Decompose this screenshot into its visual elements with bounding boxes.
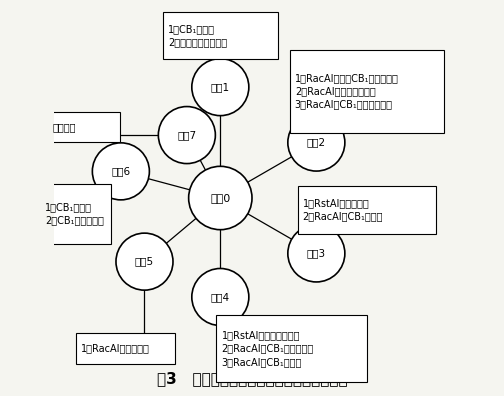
Text: 状态0: 状态0 [210, 193, 230, 203]
Text: 1：RacAI信息丢失。: 1：RacAI信息丢失。 [81, 343, 150, 354]
Circle shape [188, 166, 252, 230]
Text: 1：CB₁误动；
2：两保护信息丢失。: 1：CB₁误动； 2：两保护信息丢失。 [168, 24, 227, 47]
Circle shape [192, 268, 249, 326]
FancyBboxPatch shape [76, 333, 175, 364]
Text: 1：RacAI误动，CB₁信息丢失；
2：RacAI信息传输错误；
3：RacAI，CB₁两信息丢失。: 1：RacAI误动，CB₁信息丢失； 2：RacAI信息传输错误； 3：RacA… [295, 73, 399, 109]
Text: 状态5: 状态5 [135, 257, 154, 267]
Text: 状态2: 状态2 [307, 137, 326, 148]
Text: 状态1: 状态1 [211, 82, 230, 92]
Circle shape [158, 107, 215, 164]
Text: 1：RstAI信息丢失；
2：RacAI、CB₁误动。: 1：RstAI信息丢失； 2：RacAI、CB₁误动。 [303, 198, 383, 221]
Text: 图3   保护信息和断路器信息之间的制约关系: 图3 保护信息和断路器信息之间的制约关系 [157, 371, 347, 386]
Text: 状态6: 状态6 [111, 166, 131, 176]
Text: 信息正确: 信息正确 [52, 122, 76, 132]
FancyBboxPatch shape [47, 112, 120, 141]
FancyBboxPatch shape [297, 186, 436, 234]
Text: 状态7: 状态7 [177, 130, 197, 140]
FancyBboxPatch shape [290, 50, 444, 133]
Circle shape [92, 143, 149, 200]
FancyBboxPatch shape [40, 184, 111, 244]
FancyBboxPatch shape [216, 315, 367, 382]
Text: 1：CB₁拒动；
2：CB₁信息丢失。: 1：CB₁拒动； 2：CB₁信息丢失。 [45, 202, 104, 225]
Text: 状态4: 状态4 [211, 292, 230, 302]
FancyBboxPatch shape [163, 12, 278, 59]
Circle shape [288, 114, 345, 171]
Text: 状态3: 状态3 [307, 248, 326, 259]
Circle shape [116, 233, 173, 290]
Circle shape [288, 225, 345, 282]
Text: 1：RstAI信息传输错误；
2：RacAI、CB₁信息丢失；
3：RacAI、CB₁拒动。: 1：RstAI信息传输错误； 2：RacAI、CB₁信息丢失； 3：RacAI、… [221, 330, 314, 367]
Circle shape [192, 59, 249, 116]
